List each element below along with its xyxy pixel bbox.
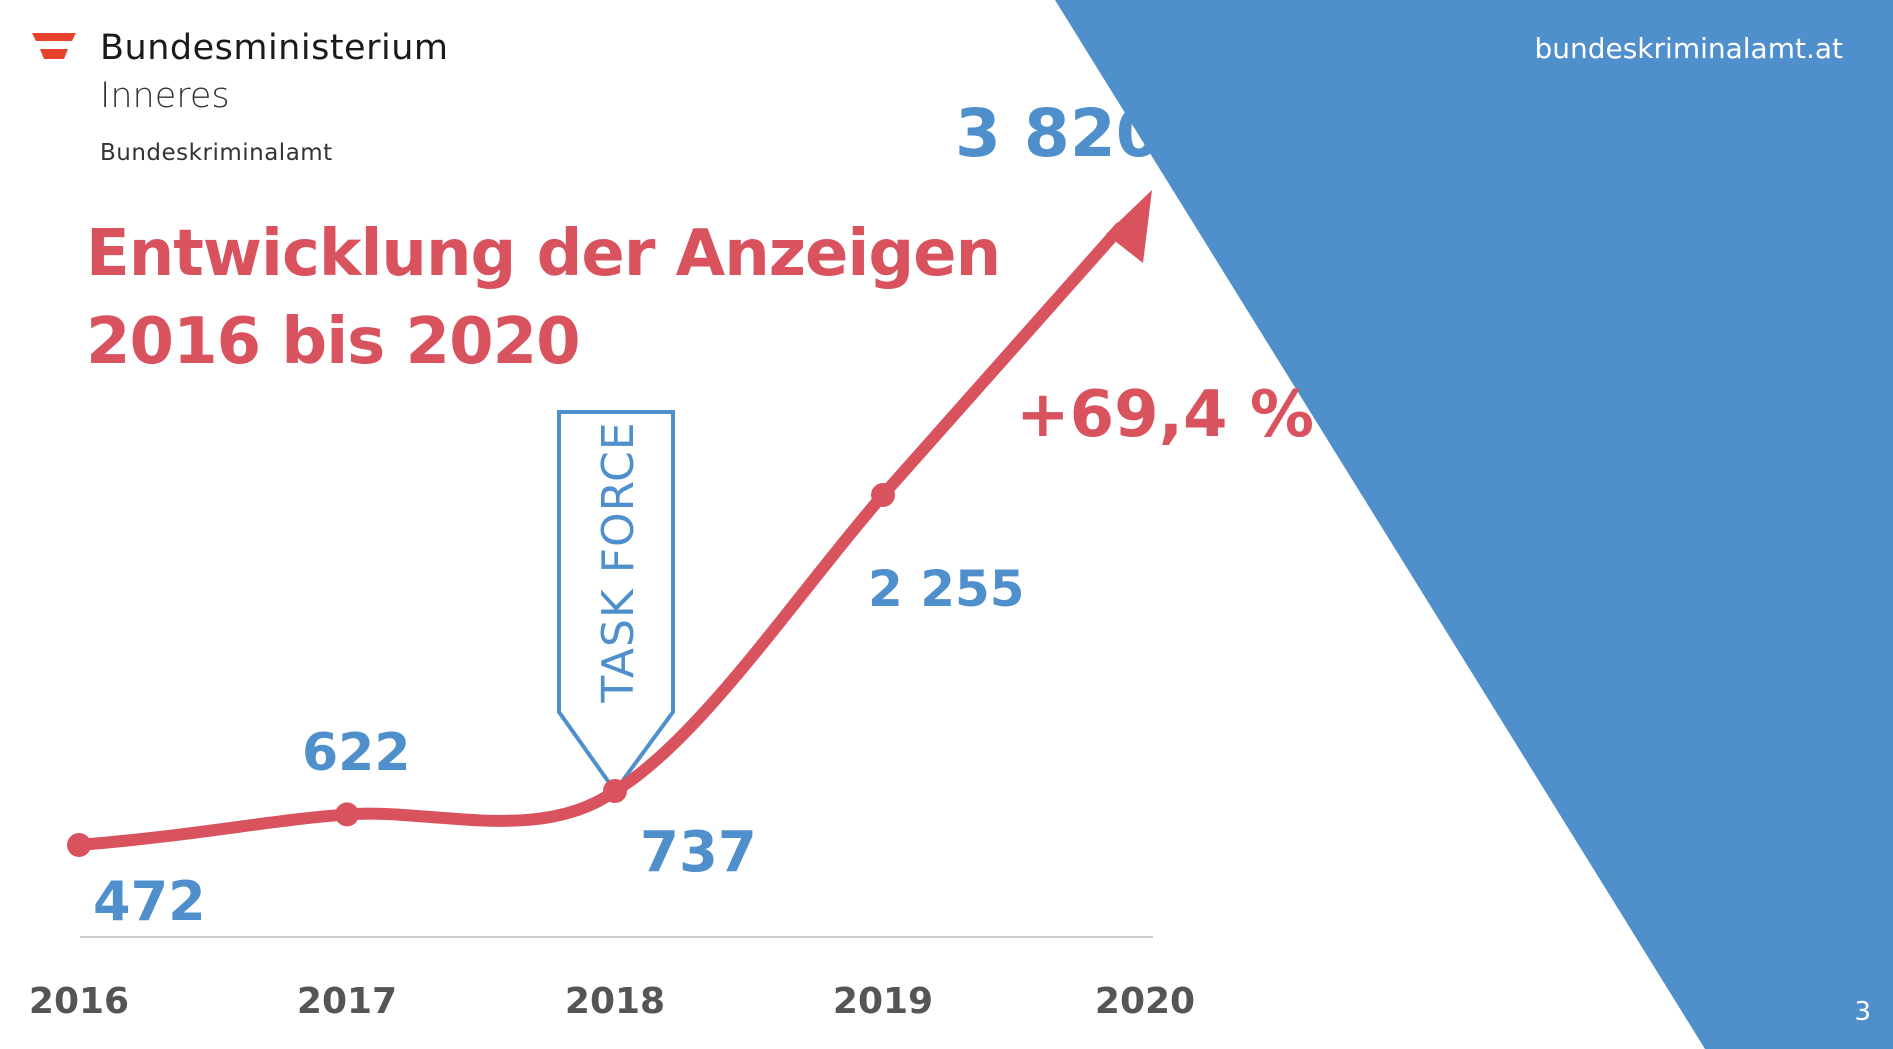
task-force-label: TASK FORCE xyxy=(593,421,644,703)
data-point xyxy=(603,779,627,803)
title-line-2: 2016 bis 2020 xyxy=(86,305,581,379)
growth-annotation: +69,4 % xyxy=(1016,378,1314,452)
page-number: 3 xyxy=(1854,997,1871,1027)
title-line-1: Entwicklung der Anzeigen xyxy=(86,217,1001,291)
task-force-marker xyxy=(557,410,675,795)
data-point xyxy=(67,833,91,857)
data-label: 622 xyxy=(302,723,411,783)
austrian-flag-icon xyxy=(32,33,76,59)
x-tick-label: 2016 xyxy=(29,981,129,1022)
data-label: 737 xyxy=(640,820,757,885)
data-label: 472 xyxy=(93,870,206,933)
x-tick-label: 2019 xyxy=(833,981,933,1022)
series-arrowhead xyxy=(1106,190,1152,263)
data-point xyxy=(335,802,359,827)
x-tick-label: 2020 xyxy=(1095,981,1195,1022)
data-point xyxy=(871,483,895,507)
data-label: 3 820 xyxy=(955,95,1162,172)
ministry-subtitle: Inneres xyxy=(100,76,230,116)
x-tick-label: 2017 xyxy=(297,981,397,1022)
website-link[interactable]: bundeskriminalamt.at xyxy=(1534,32,1843,65)
slide-title: Entwicklung der Anzeigen 2016 bis 2020 xyxy=(86,210,1001,386)
agency-name: Bundeskriminalamt xyxy=(100,140,333,166)
ministry-name: Bundesministerium xyxy=(100,28,449,68)
x-tick-label: 2018 xyxy=(565,981,665,1022)
series-line xyxy=(73,222,1126,851)
data-label: 2 255 xyxy=(868,560,1025,618)
